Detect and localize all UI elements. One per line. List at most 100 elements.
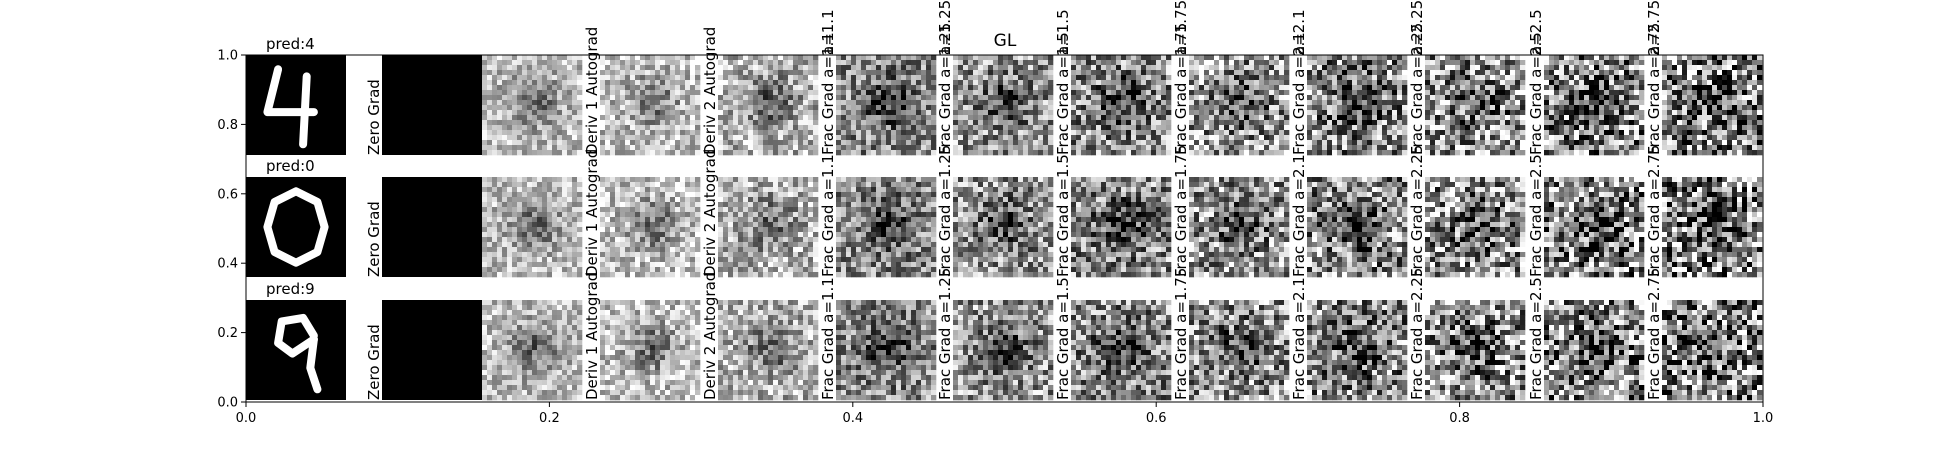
heatmap-cell xyxy=(728,140,734,146)
heatmap-cell xyxy=(1717,105,1723,111)
heatmap-cell xyxy=(685,182,691,188)
heatmap-cell xyxy=(1194,145,1200,151)
heatmap-cell xyxy=(547,222,553,228)
heatmap-cell xyxy=(1126,145,1132,151)
heatmap-cell xyxy=(748,135,754,141)
heatmap-cell xyxy=(690,90,696,96)
heatmap-cell xyxy=(963,105,969,111)
heatmap-cell xyxy=(1166,70,1172,76)
heatmap-cell xyxy=(1392,110,1398,116)
heatmap-cell xyxy=(1146,145,1152,151)
heatmap-cell xyxy=(926,120,932,126)
heatmap-cell xyxy=(978,115,984,121)
heatmap-cell xyxy=(1372,145,1378,151)
heatmap-cell xyxy=(958,145,964,151)
heatmap-cell xyxy=(723,75,729,81)
heatmap-cell xyxy=(881,100,887,106)
heatmap-cell xyxy=(542,222,548,228)
heatmap-cell xyxy=(537,110,543,116)
heatmap-cell xyxy=(813,135,819,141)
heatmap-cell xyxy=(1367,105,1373,111)
heatmap-cell xyxy=(1430,90,1436,96)
heatmap-cell xyxy=(502,125,508,131)
heatmap-cell xyxy=(988,140,994,146)
heatmap-cell xyxy=(650,85,656,91)
heatmap-cell xyxy=(665,212,671,218)
heatmap-cell xyxy=(1048,105,1054,111)
heatmap-cell xyxy=(1624,80,1630,86)
heatmap-cell xyxy=(645,95,651,101)
heatmap-cell xyxy=(743,85,749,91)
heatmap-cell xyxy=(1717,135,1723,141)
heatmap-cell xyxy=(1204,150,1210,156)
heatmap-cell xyxy=(778,140,784,146)
heatmap-cell xyxy=(993,95,999,101)
heatmap-cell xyxy=(492,217,498,223)
heatmap-cell xyxy=(1038,75,1044,81)
heatmap-cell xyxy=(743,150,749,156)
heatmap-cell xyxy=(675,60,681,66)
heatmap-cell xyxy=(562,192,568,198)
heatmap-cell xyxy=(1569,95,1575,101)
heatmap-cell xyxy=(1219,140,1225,146)
heatmap-cell xyxy=(1254,60,1260,66)
heatmap-cell xyxy=(640,212,646,218)
heatmap-cell xyxy=(1609,125,1615,131)
heatmap-cell xyxy=(605,207,611,213)
heatmap-cell xyxy=(1510,145,1516,151)
heatmap-cell xyxy=(1445,100,1451,106)
heatmap-cell xyxy=(572,115,578,121)
heatmap-cell xyxy=(537,207,543,213)
heatmap-cell xyxy=(635,135,641,141)
heatmap-cell xyxy=(547,130,553,136)
heatmap-cell xyxy=(1194,70,1200,76)
heatmap-cell xyxy=(517,272,523,278)
heatmap-cell xyxy=(1086,55,1092,61)
heatmap-cell xyxy=(1274,95,1280,101)
heatmap-cell xyxy=(522,90,528,96)
heatmap-cell xyxy=(620,140,626,146)
heatmap-cell xyxy=(1219,60,1225,66)
heatmap-cell xyxy=(1490,135,1496,141)
heatmap-cell xyxy=(1455,110,1461,116)
heatmap-cell xyxy=(1544,75,1550,81)
heatmap-cell xyxy=(841,75,847,81)
heatmap-cell xyxy=(1402,110,1408,116)
heatmap-cell xyxy=(1490,80,1496,86)
heatmap-cell xyxy=(1033,105,1039,111)
heatmap-cell xyxy=(675,125,681,131)
heatmap-cell xyxy=(1564,75,1570,81)
heatmap-cell xyxy=(836,115,842,121)
heatmap-cell xyxy=(542,182,548,188)
heatmap-cell xyxy=(1500,140,1506,146)
heatmap-cell xyxy=(1307,70,1313,76)
heatmap-cell xyxy=(645,70,651,76)
heatmap-cell xyxy=(1264,125,1270,131)
heatmap-cell xyxy=(1229,140,1235,146)
heatmap-cell xyxy=(916,100,922,106)
heatmap-cell xyxy=(1141,100,1147,106)
heatmap-cell xyxy=(916,150,922,156)
heatmap-cell xyxy=(635,217,641,223)
heatmap-cell xyxy=(1624,90,1630,96)
heatmap-cell xyxy=(1604,100,1610,106)
heatmap-cell xyxy=(537,272,543,278)
heatmap-cell xyxy=(793,65,799,71)
heatmap-cell xyxy=(1727,135,1733,141)
heatmap-cell xyxy=(1402,150,1408,156)
heatmap-cell xyxy=(1076,80,1082,86)
heatmap-cell xyxy=(1367,55,1373,61)
heatmap-cell xyxy=(1327,100,1333,106)
heatmap-cell xyxy=(527,257,533,263)
heatmap-cell xyxy=(532,125,538,131)
heatmap-cell xyxy=(1367,145,1373,151)
heatmap-cell xyxy=(502,227,508,233)
heatmap-cell xyxy=(1091,145,1097,151)
heatmap-cell xyxy=(1475,105,1481,111)
heatmap-cell xyxy=(1008,140,1014,146)
heatmap-cell xyxy=(851,75,857,81)
heatmap-cell xyxy=(876,120,882,126)
heatmap-cell xyxy=(866,55,872,61)
heatmap-cell xyxy=(1209,70,1215,76)
heatmap-cell xyxy=(1475,110,1481,116)
